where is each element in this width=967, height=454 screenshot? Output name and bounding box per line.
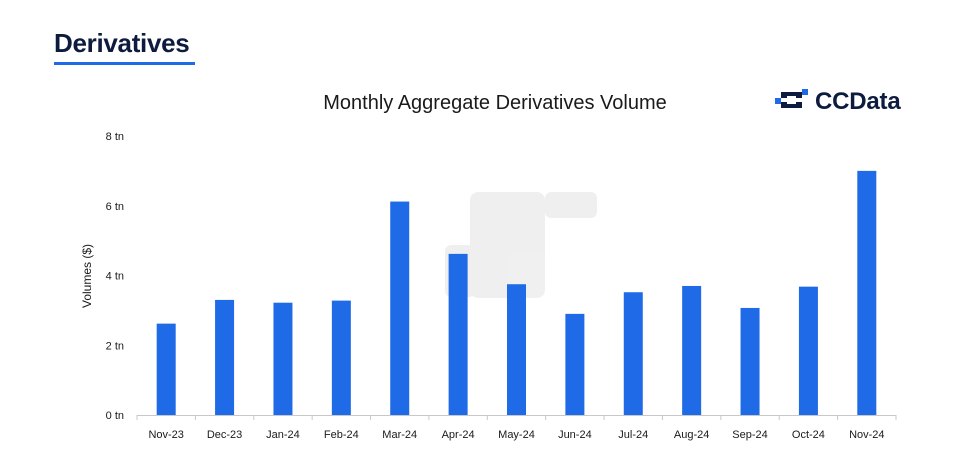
ccdata-logo-text: CCData bbox=[815, 88, 901, 115]
watermark bbox=[445, 192, 597, 298]
bar-aug-24 bbox=[682, 285, 702, 415]
y-tick-label: 2 tn bbox=[106, 340, 124, 352]
y-tick-label: 6 tn bbox=[106, 201, 124, 213]
chart-title: Monthly Aggregate Derivatives Volume bbox=[323, 92, 667, 114]
bar-jul-24 bbox=[623, 292, 643, 415]
x-tick-label: Aug-24 bbox=[674, 429, 709, 441]
bar-dec-23 bbox=[215, 299, 235, 415]
x-tick-label: Nov-24 bbox=[849, 429, 884, 441]
ccdata-logo-icon bbox=[775, 88, 809, 116]
x-tick-label: Oct-24 bbox=[792, 429, 825, 441]
x-tick-label: Nov-23 bbox=[148, 429, 183, 441]
x-tick-label: Feb-24 bbox=[324, 429, 359, 441]
x-tick-label: Jul-24 bbox=[618, 429, 648, 441]
x-tick-label: Apr-24 bbox=[442, 429, 475, 441]
bar-nov-24 bbox=[857, 170, 877, 415]
bar-apr-24 bbox=[448, 253, 468, 415]
section-title: Derivatives bbox=[54, 28, 190, 58]
y-tick-label: 4 tn bbox=[106, 271, 124, 283]
x-tick-label: May-24 bbox=[498, 429, 535, 441]
x-tick-label: Dec-23 bbox=[207, 429, 242, 441]
y-axis-title: Volumes ($) bbox=[80, 244, 94, 308]
x-tick-label: Sep-24 bbox=[732, 429, 767, 441]
y-tick-label: 8 tn bbox=[106, 131, 124, 143]
bar-may-24 bbox=[507, 284, 526, 415]
bar-jun-24 bbox=[565, 313, 585, 415]
bar-jan-24 bbox=[273, 302, 293, 415]
bar-feb-24 bbox=[331, 300, 351, 415]
x-tick-label: Jan-24 bbox=[266, 429, 300, 441]
x-tick-label: Mar-24 bbox=[382, 429, 417, 441]
bar-oct-24 bbox=[798, 286, 818, 415]
bar-mar-24 bbox=[390, 201, 410, 415]
bar-nov-23 bbox=[156, 323, 176, 415]
ccdata-logo: CCData bbox=[775, 88, 901, 116]
y-tick-label: 0 tn bbox=[106, 410, 124, 422]
section-title-underline bbox=[54, 62, 195, 65]
bar-sep-24 bbox=[740, 307, 760, 415]
x-tick-label: Jun-24 bbox=[558, 429, 592, 441]
